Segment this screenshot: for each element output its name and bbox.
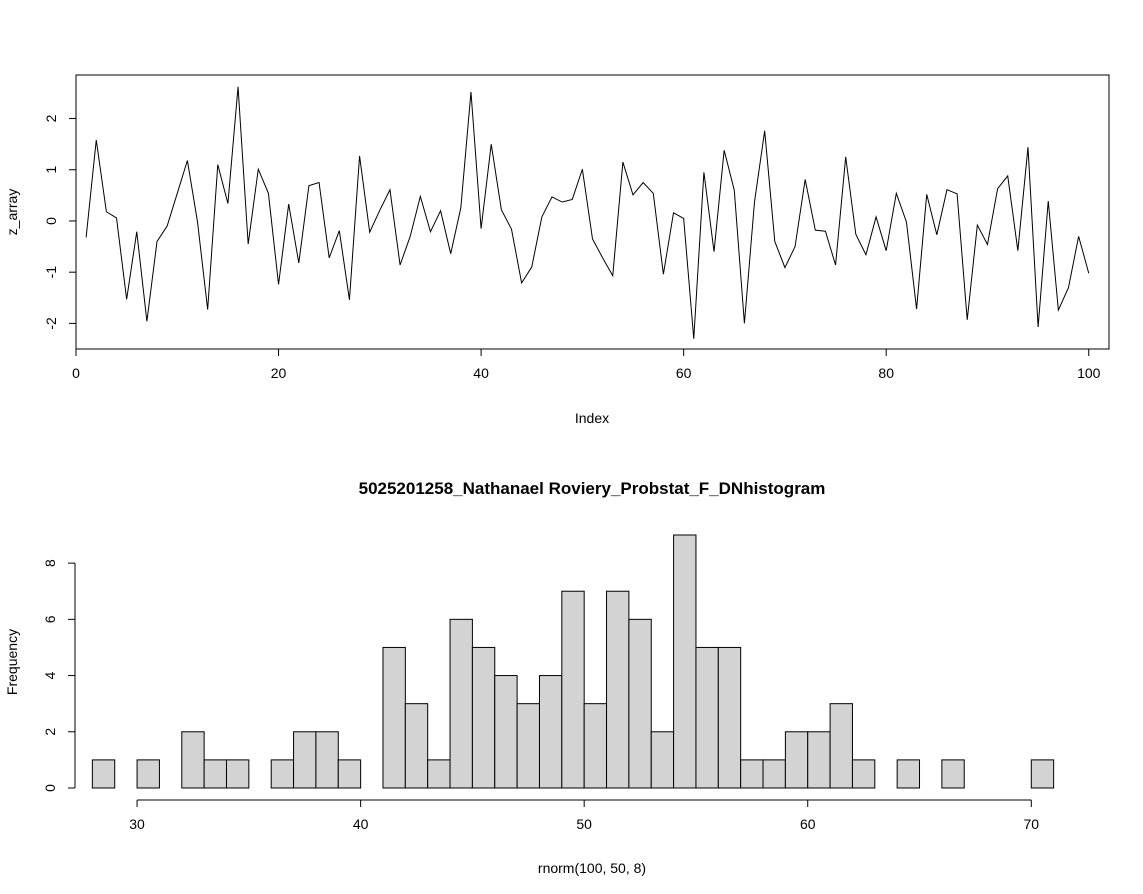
- histogram-y-tick-label: 2: [42, 728, 58, 736]
- line-y-tick-label: -1: [43, 266, 59, 279]
- histogram-x-axis-title: rnorm(100, 50, 8): [538, 860, 646, 876]
- histogram-x-tick-label: 70: [1023, 816, 1039, 832]
- histogram-bar: [471, 646, 496, 789]
- line-y-tick-label: 1: [43, 166, 59, 174]
- line-x-tick-label: 80: [878, 365, 894, 381]
- line-x-axis-title: Index: [575, 410, 609, 426]
- line-series: [85, 86, 1090, 339]
- histogram-bar: [583, 703, 608, 789]
- histogram-bar: [650, 731, 675, 789]
- histogram-bars: [91, 534, 1055, 789]
- histogram-y-tick-label: 0: [42, 784, 58, 792]
- histogram-bar: [784, 731, 809, 789]
- line-x-tick-label: 100: [1077, 365, 1101, 381]
- histogram-bar: [851, 759, 876, 789]
- histogram-bar: [494, 675, 518, 789]
- line-x-tick-label: 60: [676, 365, 692, 381]
- line-y-axis: -2 -1 0 1 2: [43, 114, 76, 330]
- histogram-x-tick-label: 30: [129, 816, 145, 832]
- histogram-bar: [807, 731, 831, 789]
- histogram-x-tick-label: 60: [800, 816, 816, 832]
- histogram-bar: [449, 618, 473, 789]
- histogram-bar: [427, 759, 451, 789]
- histogram-bar: [203, 759, 227, 789]
- histogram-bar: [896, 759, 921, 789]
- histogram-y-tick-label: 6: [42, 615, 58, 623]
- histogram-bar: [561, 590, 585, 789]
- line-y-tick-label: 0: [43, 217, 59, 225]
- histogram-bar: [516, 703, 540, 789]
- histogram-bar: [1030, 759, 1055, 789]
- histogram: 5025201258_Nathanael Roviery_Probstat_F_…: [4, 479, 1055, 876]
- histogram-y-tick-label: 8: [42, 559, 58, 567]
- histogram-title: 5025201258_Nathanael Roviery_Probstat_F_…: [359, 479, 826, 498]
- histogram-bar: [136, 759, 160, 789]
- histogram-bar: [695, 646, 719, 789]
- histogram-bar: [293, 731, 317, 789]
- histogram-x-axis: 30 40 50 60 70: [129, 799, 1039, 832]
- histogram-y-tick-label: 4: [42, 671, 58, 679]
- histogram-bar: [941, 759, 965, 789]
- histogram-x-tick-label: 40: [353, 816, 369, 832]
- histogram-x-tick-label: 50: [576, 816, 592, 832]
- histogram-bar: [270, 759, 295, 789]
- line-x-tick-label: 40: [473, 365, 489, 381]
- z-array-line: [85, 86, 1090, 339]
- line-y-axis-title: z_array: [4, 189, 20, 236]
- histogram-bar: [337, 759, 362, 789]
- histogram-bar: [404, 703, 429, 789]
- line-y-tick-label: 2: [43, 114, 59, 122]
- histogram-bar: [606, 590, 630, 789]
- line-x-tick-label: 20: [271, 365, 287, 381]
- histogram-bar: [673, 534, 697, 789]
- histogram-y-axis: 0 2 4 6 8: [42, 559, 76, 792]
- histogram-bar: [762, 759, 786, 789]
- line-y-tick-label: -2: [43, 317, 59, 330]
- histogram-bar: [740, 759, 764, 789]
- line-x-tick-label: 0: [72, 365, 80, 381]
- histogram-bar: [181, 731, 205, 789]
- histogram-bar: [315, 731, 339, 789]
- histogram-bar: [829, 703, 853, 789]
- histogram-y-axis-title: Frequency: [4, 629, 20, 695]
- histogram-bar: [628, 618, 652, 789]
- line-x-axis: 0 20 40 60 80 100: [72, 348, 1101, 381]
- histogram-bar: [717, 646, 742, 789]
- line-plot-box: [75, 74, 1110, 350]
- histogram-bar: [91, 759, 116, 789]
- histogram-bar: [225, 759, 250, 789]
- histogram-bar: [538, 675, 563, 789]
- histogram-bar: [382, 646, 406, 789]
- line-plot: 0 20 40 60 80 100 -2 -1 0 1 2 Index z_array: [4, 74, 1110, 426]
